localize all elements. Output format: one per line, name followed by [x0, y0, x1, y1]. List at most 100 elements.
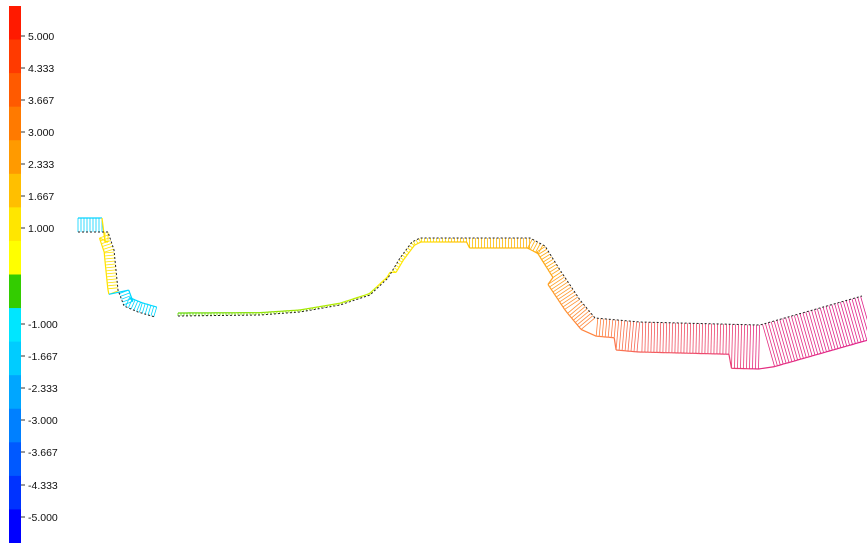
profile-vector: [527, 239, 533, 249]
profile-vector: [551, 279, 567, 290]
profile-envelope: [832, 348, 836, 351]
profile-vector: [107, 281, 118, 284]
colorbar-segment: [9, 308, 21, 343]
profile-vector: [529, 240, 536, 250]
profile-envelope: [324, 304, 328, 307]
profile-vector: [719, 323, 721, 355]
profile-vector: [848, 299, 862, 343]
profile-envelope: [384, 276, 388, 280]
profile-vector: [396, 262, 401, 266]
profile-vector: [141, 303, 146, 314]
profile-envelope: [549, 271, 552, 276]
colorbar-tick-label: 1.000: [28, 223, 54, 235]
profile-vector: [569, 303, 584, 316]
profile-envelope: [99, 237, 109, 243]
profile-vector: [641, 322, 644, 353]
profile-vector: [415, 239, 419, 244]
profile-envelope: [860, 340, 865, 343]
profile-envelope: [102, 249, 105, 253]
colorbar-segment: [9, 240, 21, 276]
profile-envelope: [142, 302, 146, 305]
profile-envelope: [554, 294, 557, 298]
profile-envelope: [823, 351, 827, 354]
profile-vector: [144, 304, 149, 315]
profile-envelope: [774, 365, 778, 368]
profile-vector: [544, 258, 554, 265]
profile-envelope: [855, 342, 859, 345]
profile-envelope: [413, 244, 416, 246]
profile-envelope: [829, 349, 833, 352]
profile-envelope: [544, 264, 547, 268]
profile-vector: [805, 311, 819, 355]
profile-vector: [755, 324, 757, 369]
profile-vector: [728, 324, 730, 355]
profile-vector: [104, 248, 114, 253]
profile-envelope: [303, 308, 307, 310]
profile-vector: [802, 312, 816, 356]
profile-vector: [369, 293, 371, 295]
colorbar-segment: [9, 509, 21, 543]
profile-envelope: [466, 241, 471, 249]
profile-envelope: [863, 339, 867, 342]
profile-vector: [793, 315, 807, 358]
profile-envelope: [144, 303, 149, 306]
profile-envelope: [312, 306, 316, 309]
profile-vector: [814, 309, 827, 352]
profile-envelope: [552, 291, 556, 295]
profile-vector: [395, 264, 400, 268]
profile-vector: [546, 261, 556, 268]
profile-envelope: [335, 302, 340, 305]
profile-vector: [828, 305, 842, 348]
profile-envelope: [547, 277, 554, 285]
profile-centerline: [78, 231, 863, 326]
profile-vector: [136, 302, 141, 312]
profile-envelope: [128, 289, 131, 294]
profile-vector: [816, 308, 830, 352]
profile-vector: [549, 276, 565, 288]
profile-vector: [541, 253, 551, 260]
colorbar-segment: [9, 475, 21, 511]
profile-vector: [722, 324, 724, 355]
profile-vector: [737, 324, 739, 369]
colorbar-segment: [9, 140, 21, 175]
profile-envelope: [153, 305, 157, 308]
profile-vector: [571, 306, 586, 319]
profile-vector: [776, 320, 790, 363]
profile-vector: [674, 322, 676, 353]
profile-vector: [418, 238, 421, 243]
profile-envelope: [315, 306, 319, 308]
profile-envelope: [398, 264, 402, 268]
profile-envelope: [386, 274, 389, 278]
profile-vector: [785, 317, 798, 361]
profile-vector: [758, 324, 760, 370]
profile-envelope: [364, 293, 368, 296]
profile-vector: [627, 321, 632, 352]
profile-vector: [405, 249, 410, 254]
profile-envelope: [300, 308, 304, 311]
profile-vector: [578, 315, 594, 328]
profile-vector: [401, 254, 406, 258]
profile-envelope: [858, 341, 862, 344]
profile-vector: [662, 322, 665, 353]
profile-envelope: [134, 299, 139, 302]
profile-envelope: [332, 303, 337, 305]
profile-envelope: [809, 355, 813, 358]
profile-envelope: [361, 294, 365, 297]
profile-vector: [618, 320, 623, 351]
profile-vector: [610, 319, 614, 338]
profile-envelope: [532, 250, 536, 253]
profile-vector: [104, 251, 115, 254]
profile-vector: [656, 322, 659, 353]
profile-envelope: [150, 304, 154, 307]
profile-envelope: [550, 289, 554, 293]
profile-envelope: [403, 257, 406, 261]
profile-vector: [834, 303, 848, 347]
profile-vector: [765, 323, 778, 366]
profile-vector: [653, 322, 656, 353]
profile-vector: [121, 295, 131, 300]
profile-envelope: [417, 241, 421, 245]
profile-envelope: [344, 300, 348, 303]
profile-vector: [680, 322, 682, 354]
profile-vector: [550, 269, 560, 276]
profile-vector: [686, 323, 688, 354]
